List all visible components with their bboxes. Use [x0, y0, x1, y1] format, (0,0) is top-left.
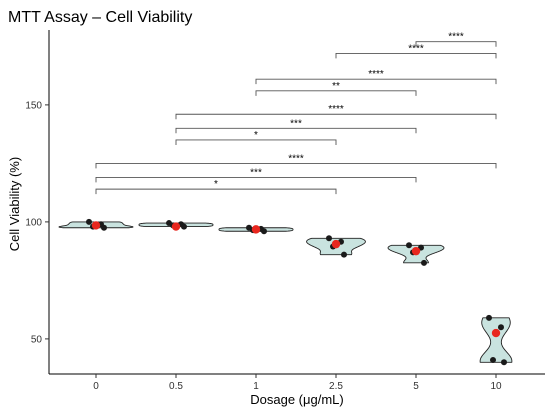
- data-point: [341, 251, 347, 258]
- y-tick-label-100: 100: [25, 217, 42, 228]
- mean-point-0: [91, 221, 101, 230]
- data-point: [501, 359, 507, 366]
- data-points: [86, 218, 507, 366]
- plot-area: ******************************: [58, 32, 513, 366]
- x-tick-label-5: 5: [413, 381, 419, 392]
- mean-point-0p5: [171, 222, 181, 231]
- data-point: [486, 314, 492, 321]
- bracket-0p5-vs-5: [175, 127, 417, 134]
- bracket-0-vs-2p5: [95, 188, 337, 195]
- bracket-5-vs-10-label: ****: [448, 32, 464, 43]
- mean-point-10: [491, 328, 501, 338]
- x-tick-label-2p5: 2.5: [329, 381, 343, 392]
- x-axis-ticks: 0 0.5 1 2.5 5 10: [93, 374, 502, 392]
- data-point: [490, 356, 496, 363]
- bracket-0p5-vs-10: [175, 113, 497, 120]
- bracket-0p5-vs-2p5-label: *: [254, 130, 258, 141]
- bracket-1-vs-10: [255, 78, 497, 85]
- x-tick-label-10: 10: [490, 381, 502, 392]
- significance-brackets: ******************************: [95, 32, 497, 195]
- data-point: [86, 218, 92, 225]
- x-axis-title: Dosage (μg/mL): [250, 392, 343, 407]
- y-tick-label-150: 150: [25, 100, 42, 111]
- bracket-1-vs-10-label: ****: [368, 69, 384, 80]
- bracket-0-vs-5: [95, 176, 417, 183]
- mean-point-2p5: [331, 239, 341, 249]
- data-point: [406, 242, 412, 249]
- bracket-0-vs-10-label: ****: [288, 153, 304, 164]
- violins: [58, 221, 513, 363]
- data-point: [261, 228, 267, 235]
- violin-10: [479, 317, 513, 363]
- y-axis-title: Cell Viability (%): [7, 157, 22, 251]
- data-point: [421, 259, 427, 266]
- chart-title: MTT Assay – Cell Viability: [8, 9, 192, 26]
- x-tick-label-1: 1: [253, 381, 259, 392]
- data-point: [181, 223, 187, 230]
- bracket-0p5-vs-5-label: ***: [290, 118, 302, 129]
- y-axis-ticks: 50 100 150: [25, 100, 49, 345]
- y-tick-label-50: 50: [31, 334, 43, 345]
- bracket-2p5-vs-10-label: ****: [408, 43, 424, 54]
- bracket-0p5-vs-2p5: [175, 139, 337, 145]
- bracket-0-vs-2p5-label: *: [214, 179, 218, 190]
- data-point: [498, 324, 504, 331]
- mean-point-1: [251, 225, 261, 234]
- data-point: [101, 224, 107, 231]
- bracket-1-vs-5: [255, 90, 417, 96]
- mean-point-5: [411, 246, 421, 256]
- bracket-1-vs-5-label: **: [332, 81, 340, 92]
- data-point: [326, 235, 332, 242]
- bracket-0-vs-10: [95, 162, 497, 169]
- bracket-2p5-vs-10: [335, 52, 497, 59]
- bracket-0p5-vs-10-label: ****: [328, 104, 344, 115]
- x-tick-label-0: 0: [93, 381, 99, 392]
- x-tick-label-0p5: 0.5: [169, 381, 183, 392]
- bracket-5-vs-10: [415, 41, 497, 47]
- bracket-0-vs-5-label: ***: [250, 167, 262, 178]
